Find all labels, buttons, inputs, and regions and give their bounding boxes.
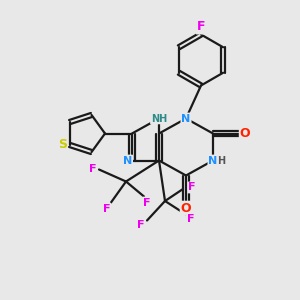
Text: F: F: [89, 164, 96, 175]
Text: S: S: [58, 139, 67, 152]
Text: NH: NH: [151, 113, 167, 124]
Text: H: H: [217, 155, 226, 166]
Text: F: F: [103, 203, 110, 214]
Text: F: F: [143, 197, 151, 208]
Text: N: N: [208, 155, 217, 166]
Text: F: F: [197, 20, 205, 34]
Text: O: O: [240, 127, 250, 140]
Text: O: O: [181, 202, 191, 215]
Text: F: F: [137, 220, 145, 230]
Text: F: F: [187, 214, 194, 224]
Text: N: N: [182, 113, 190, 124]
Text: F: F: [188, 182, 196, 193]
Text: N: N: [123, 155, 132, 166]
